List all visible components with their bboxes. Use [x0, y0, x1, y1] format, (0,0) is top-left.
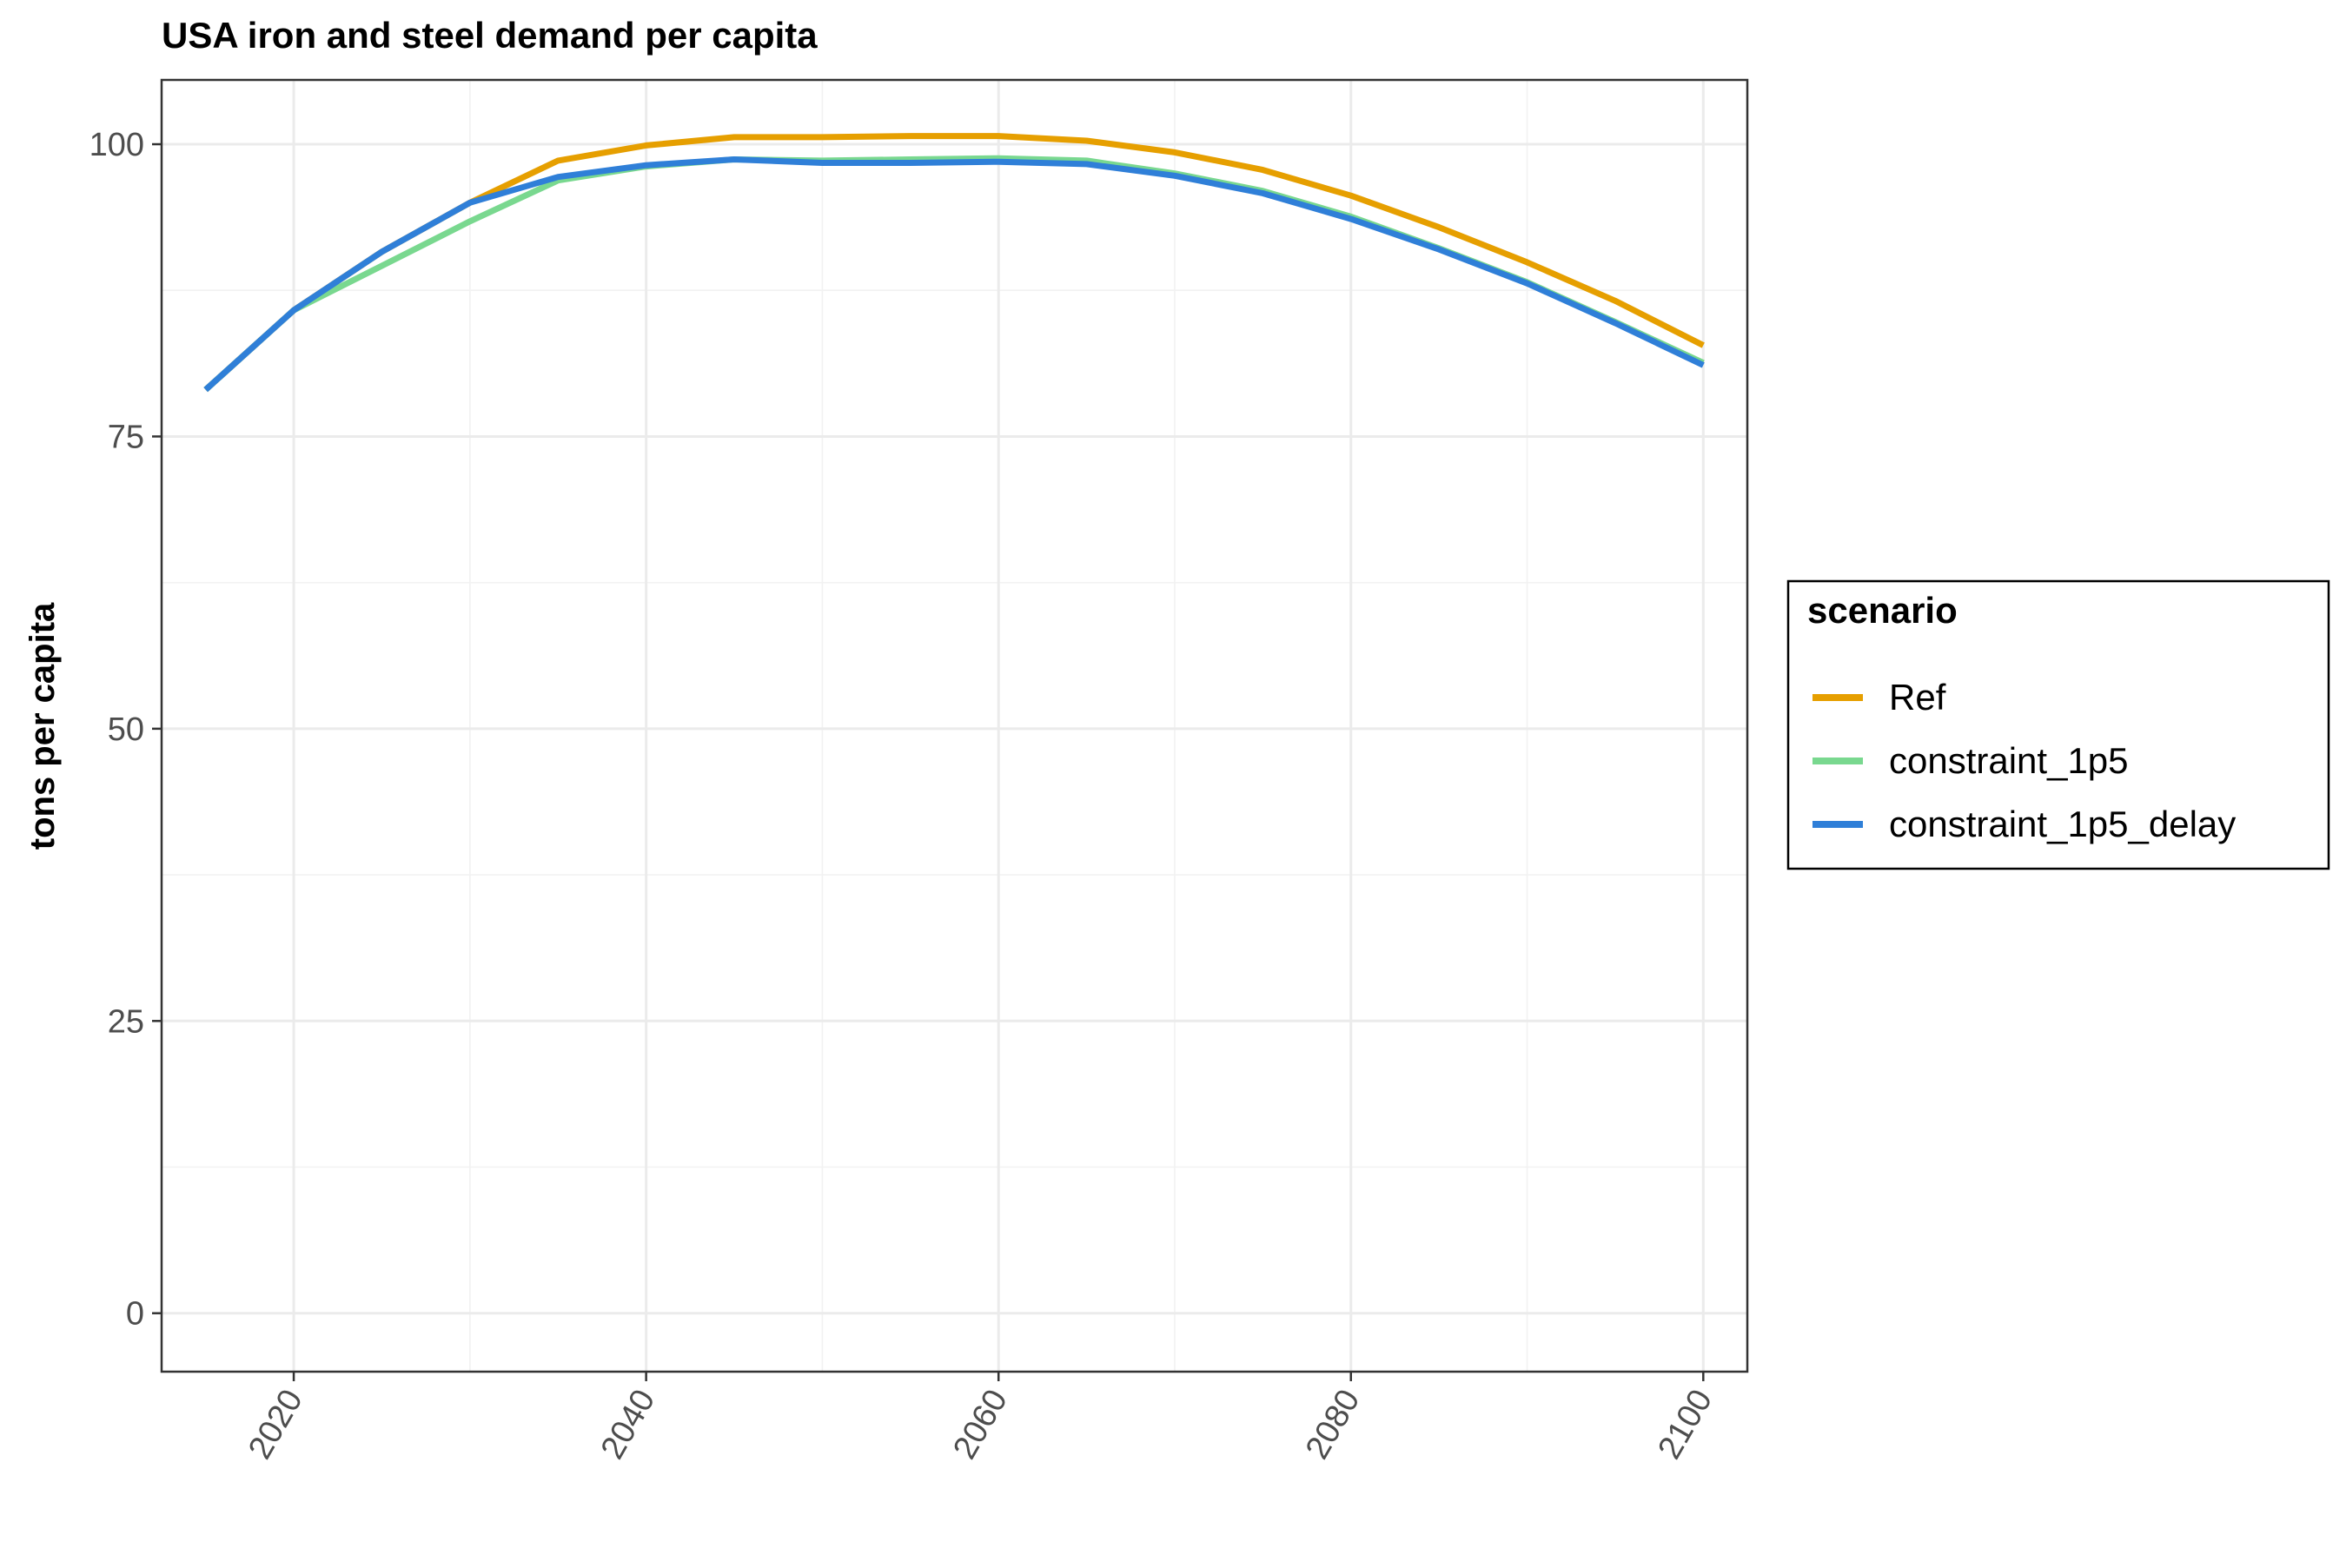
- legend-title: scenario: [1807, 590, 1958, 631]
- y-tick-label: 100: [89, 127, 144, 163]
- legend-box: [1786, 579, 2330, 870]
- y-tick-label: 0: [126, 1296, 144, 1333]
- axes: 0 25 50 75 100 2020 2040 2060 2080 2100: [89, 127, 1720, 1465]
- legend-items: Ref constraint_1p5 constraint_1p5_delay: [1813, 677, 2236, 844]
- y-tick-label: 75: [108, 419, 144, 455]
- x-tick-label: 2020: [242, 1384, 310, 1465]
- series-line-constraint-1p5-delay: [203, 156, 1705, 393]
- gridlines: [162, 80, 1747, 1372]
- series-line-constraint-1p5: [203, 155, 1705, 393]
- x-tick-label: 2100: [1651, 1384, 1720, 1465]
- series-lines: [203, 133, 1705, 393]
- legend-label-constraint-1p5-delay: constraint_1p5_delay: [1889, 804, 2236, 844]
- chart-title: USA iron and steel demand per capita: [162, 15, 818, 56]
- y-tick-label: 50: [108, 711, 144, 748]
- x-tick-label: 2080: [1299, 1384, 1368, 1465]
- x-tick-label: 2060: [946, 1384, 1015, 1465]
- legend-label-ref: Ref: [1889, 677, 1946, 718]
- y-axis-label: tons per capita: [23, 602, 62, 850]
- y-tick-label: 25: [108, 1003, 144, 1040]
- legend-label-constraint-1p5: constraint_1p5: [1889, 740, 2129, 781]
- legend: scenario Ref constraint_1p5 constraint_1p5…: [1786, 579, 2330, 870]
- plot-panel-border: [160, 78, 1749, 1373]
- x-tick-label: 2040: [594, 1384, 663, 1465]
